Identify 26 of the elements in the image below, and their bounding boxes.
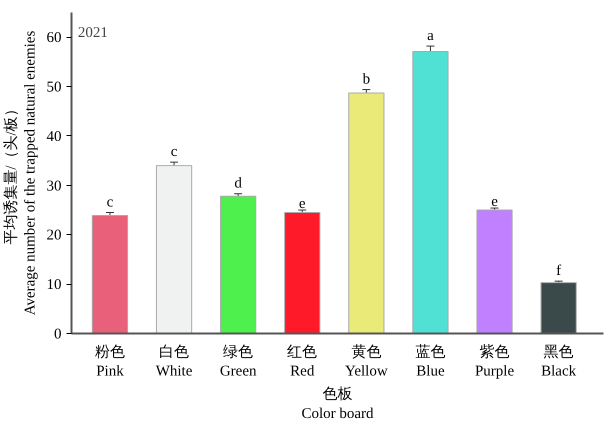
y-tick-label: 20 <box>46 228 62 244</box>
x-axis-title: 色板 Color board <box>301 386 374 422</box>
annotation: c <box>170 144 178 160</box>
x-tick-label: 绿色 Green <box>220 344 257 380</box>
annotation: e <box>491 194 498 210</box>
x-tick-label: 粉色 Pink <box>94 344 125 380</box>
annotation: f <box>556 263 562 280</box>
x-tick-label: 白色 White <box>156 344 193 380</box>
x-tick-label: 红色 Red <box>287 344 318 380</box>
annotation: 2021 <box>78 25 108 42</box>
x-tick-label: 黄色 Yellow <box>345 344 388 380</box>
y-tick-label: 40 <box>46 128 62 145</box>
annotation: d <box>234 176 242 192</box>
y-tick-label: 50 <box>46 80 62 96</box>
y-tick-label: 0 <box>54 326 62 342</box>
x-tick-label: 黑色 Black <box>541 344 577 380</box>
y-axis-title: 平均诱集量/（头/板） Average number of the trapped natural enemies <box>2 30 38 316</box>
annotation: b <box>362 72 370 88</box>
y-tick-label: 10 <box>46 277 62 294</box>
x-tick-label: 蓝色 Blue <box>415 344 446 380</box>
y-tick-label: 60 <box>46 30 62 46</box>
annotation: c <box>106 194 114 211</box>
x-tick-label: 紫色 Purple <box>474 344 514 380</box>
annotation: a <box>427 28 434 44</box>
annotation: e <box>298 196 306 212</box>
y-tick-label: 30 <box>46 178 62 194</box>
